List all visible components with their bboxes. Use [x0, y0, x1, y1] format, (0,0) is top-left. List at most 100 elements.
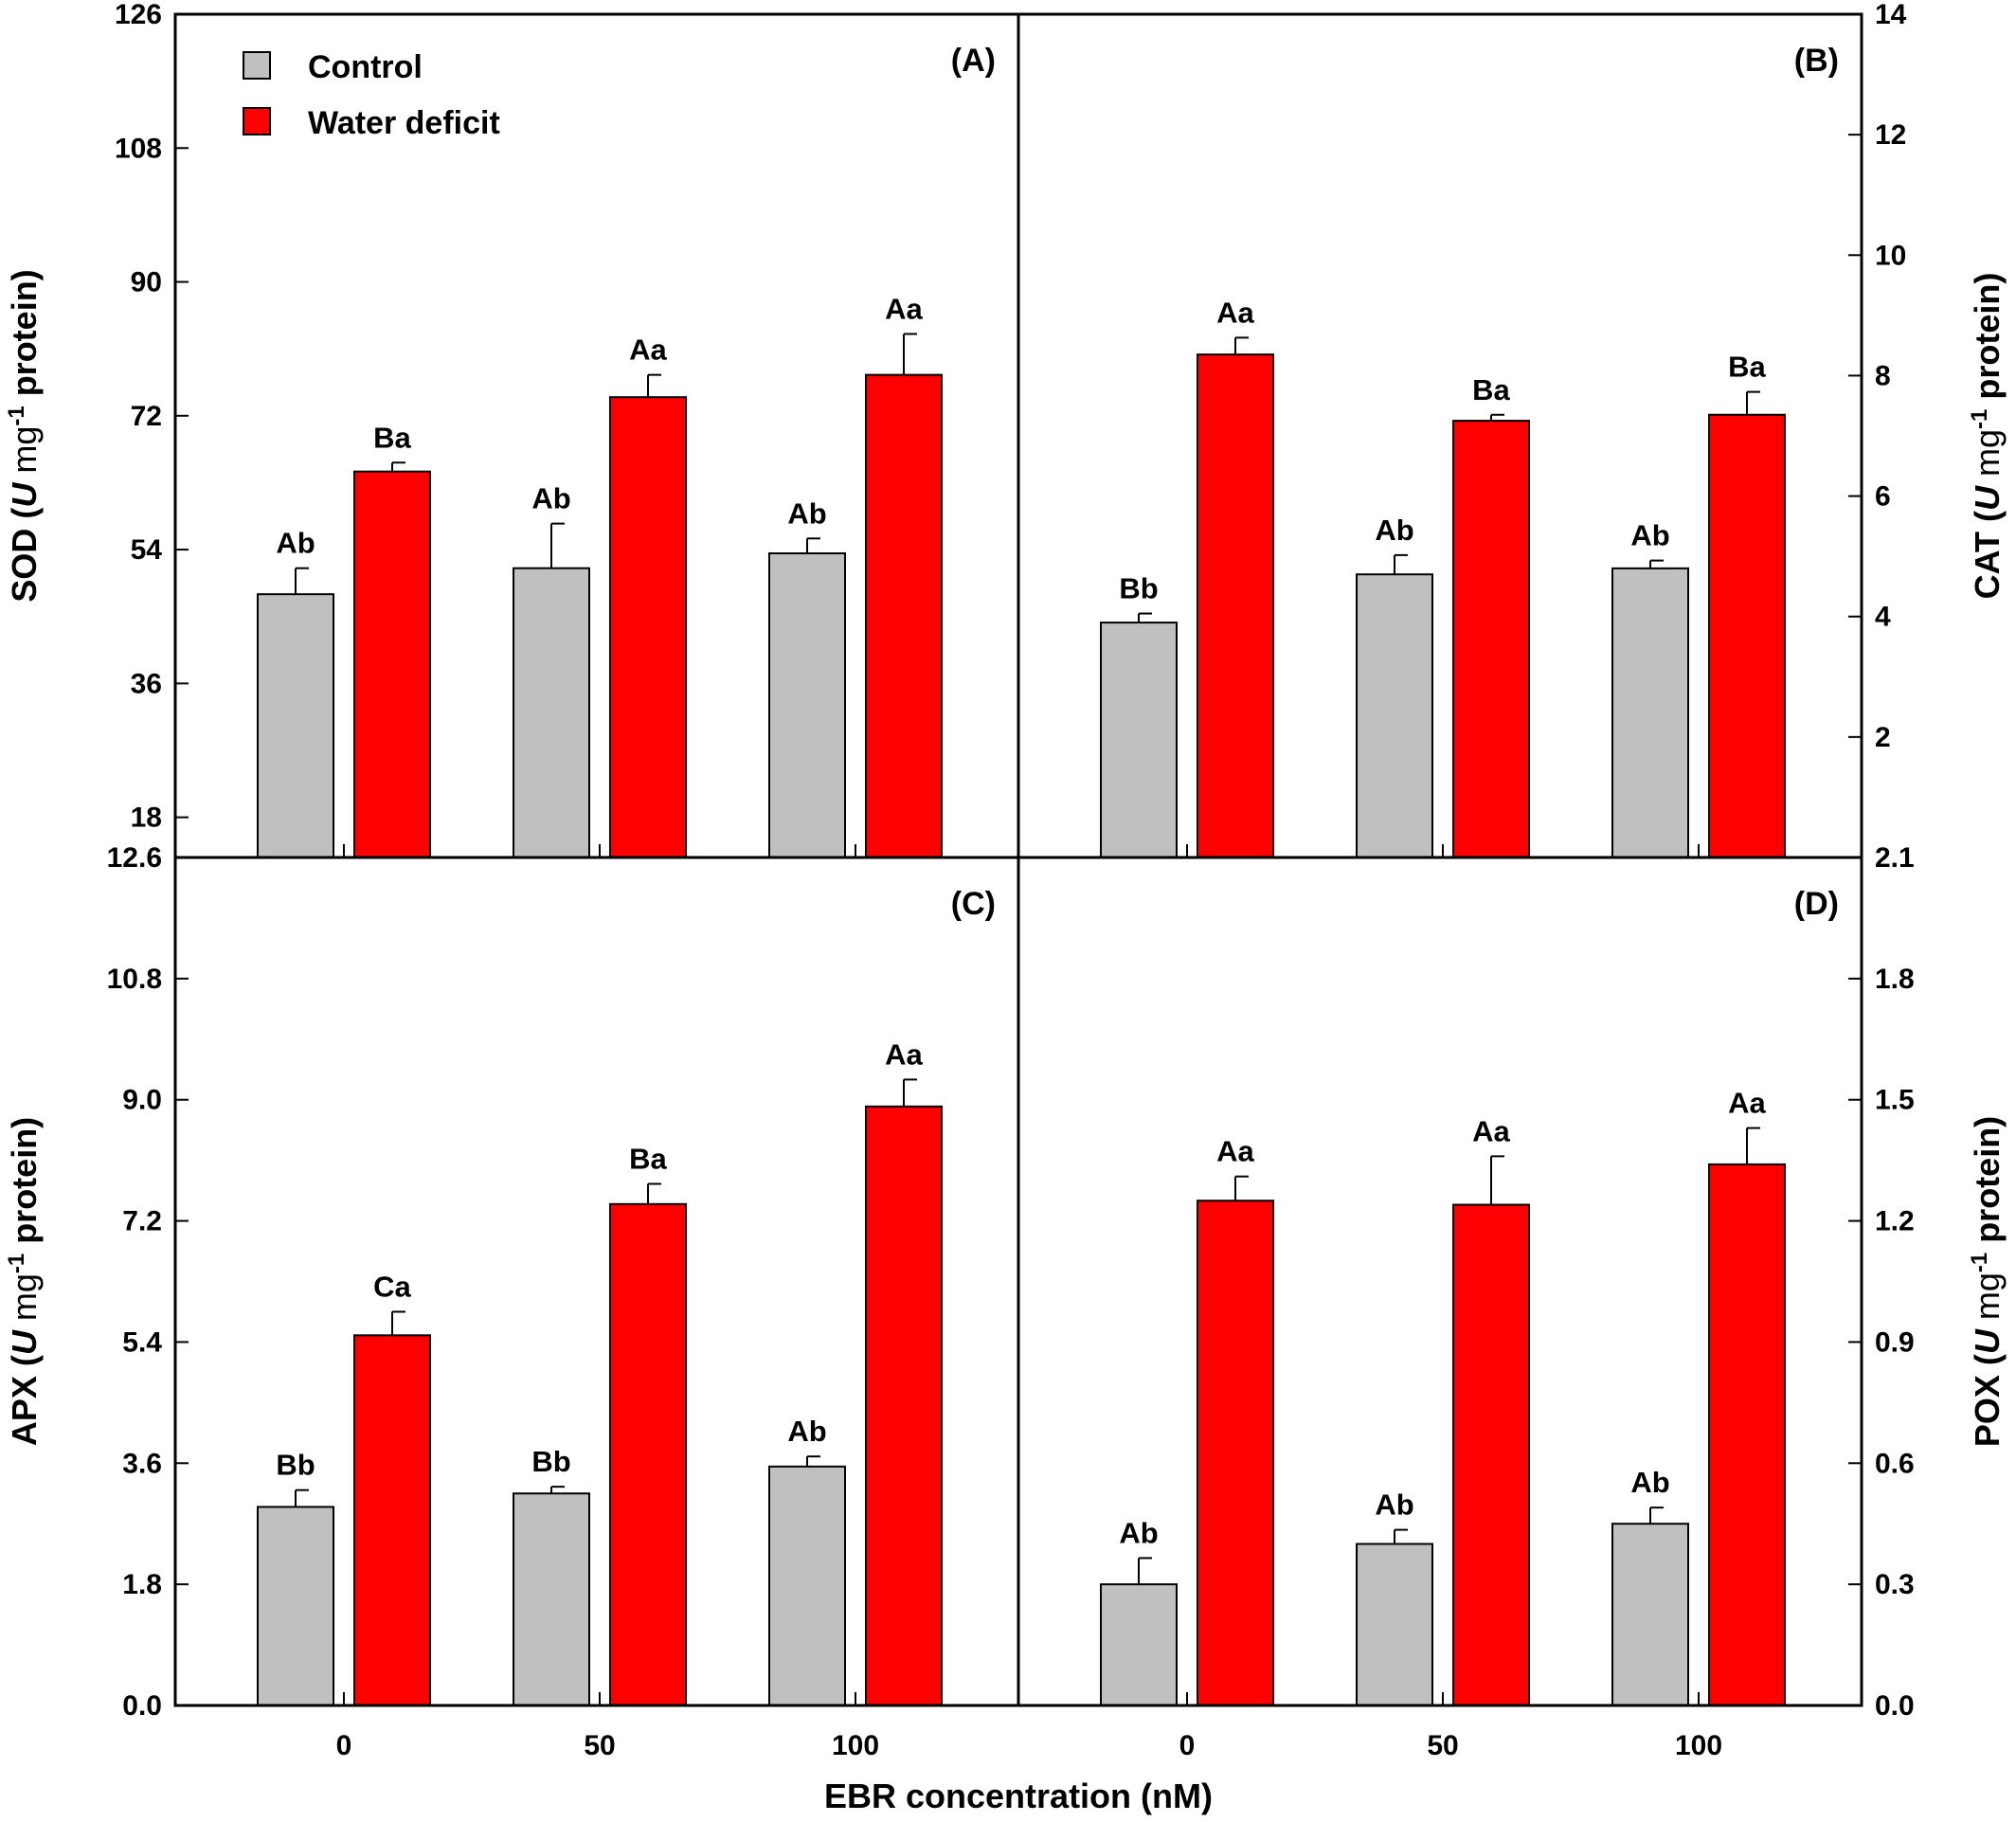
bar-a-water-deficit-1 [609, 396, 687, 858]
panel-label-a: (A) [951, 43, 996, 79]
bar-data-label: Ab [1630, 519, 1669, 552]
bar-data-label: Ab [787, 1415, 826, 1448]
bar-data-label: Ba [1728, 351, 1766, 384]
y-tick-label: 0.0 [1875, 1690, 1915, 1722]
panel-label-b: (B) [1794, 43, 1839, 79]
legend: Control Water deficit [243, 49, 500, 141]
bar-data-label: Aa [885, 292, 923, 325]
bar-data-label: Aa [1216, 296, 1254, 329]
bar-a-control-0 [257, 593, 334, 858]
y-tick-label: 1.5 [1875, 1085, 1915, 1116]
bar-data-label: Ab [276, 527, 315, 560]
bar-b-water-deficit-2 [1708, 413, 1786, 858]
bar-data-label: Ab [531, 482, 570, 515]
x-tick-label: 100 [1675, 1730, 1722, 1761]
bar-a-control-2 [768, 552, 846, 858]
y-tick-label: 108 [115, 133, 162, 164]
y-tick-label: 0.3 [1875, 1569, 1915, 1600]
bar-data-label: Ab [1375, 1488, 1413, 1522]
y-tick-label: 126 [115, 0, 162, 30]
y-tick-label: 54 [131, 534, 163, 566]
bar-data-label: Aa [885, 1037, 923, 1071]
panel-label-d: (D) [1794, 886, 1839, 922]
bar-c-control-2 [768, 1465, 846, 1706]
bar-c-control-0 [257, 1506, 334, 1706]
bar-c-water-deficit-0 [353, 1334, 431, 1707]
bar-d-water-deficit-1 [1452, 1203, 1530, 1706]
bar-data-label: Ab [1119, 1516, 1158, 1549]
bar-d-control-0 [1100, 1583, 1178, 1706]
bar-b-water-deficit-1 [1452, 420, 1530, 858]
bar-data-label: Ab [1630, 1466, 1669, 1499]
y-tick-label: 72 [131, 401, 162, 432]
legend-label-water-deficit: Water deficit [308, 105, 500, 141]
y-tick-label: 0.9 [1875, 1326, 1915, 1358]
y-tick-label: 3.6 [122, 1448, 162, 1479]
bar-c-water-deficit-1 [609, 1202, 687, 1706]
bar-data-label: Aa [1728, 1087, 1766, 1120]
bar-a-water-deficit-2 [865, 373, 943, 858]
bar-b-control-1 [1356, 573, 1433, 858]
legend-swatch-water-deficit [243, 107, 271, 135]
bar-d-water-deficit-2 [1708, 1163, 1786, 1706]
y-tick-label: 1.8 [122, 1569, 162, 1600]
x-tick-label: 50 [1427, 1730, 1458, 1761]
y-tick-label: 2 [1875, 722, 1891, 753]
x-tick-label: 50 [584, 1730, 615, 1761]
x-tick-label: 100 [832, 1730, 879, 1761]
y-tick-label: 90 [131, 267, 162, 298]
bar-data-label: Aa [1472, 1114, 1510, 1147]
bar-d-control-2 [1611, 1523, 1689, 1706]
bar-data-label: Aa [629, 334, 667, 367]
y-axis-title-c: APX (U mg-1 protein) [4, 1117, 45, 1446]
bar-c-water-deficit-2 [865, 1105, 943, 1707]
bar-data-label: Ab [1375, 514, 1413, 547]
y-tick-label: 6 [1875, 481, 1891, 513]
y-tick-label: 8 [1875, 360, 1891, 391]
bar-b-water-deficit-0 [1197, 353, 1274, 858]
bar-a-water-deficit-0 [353, 470, 431, 858]
y-tick-label: 4 [1875, 602, 1891, 633]
bar-data-label: Ca [373, 1270, 411, 1303]
bar-a-control-1 [513, 567, 590, 859]
bar-data-label: Ba [373, 421, 411, 454]
panel-label-c: (C) [951, 886, 996, 922]
panel-2: Bb Bb Ab Ca Ba Aa 0.0 1.8 3.6 5.4 7.2 9.0 10.8 0 50 100… [4, 886, 997, 1761]
y-tick-label: 1.2 [1875, 1206, 1915, 1237]
legend-swatch-control [243, 51, 271, 80]
bar-b-control-0 [1100, 622, 1178, 858]
bar-b-control-2 [1611, 567, 1689, 858]
legend-label-control: Control [308, 49, 423, 85]
y-tick-label: 1.8 [1875, 964, 1915, 995]
bar-d-control-1 [1356, 1542, 1433, 1706]
x-tick-label: 0 [1179, 1730, 1196, 1761]
y-axis-title-d: POX (U mg-1 protein) [1967, 1116, 2007, 1447]
y-axis-title-a: SOD (U mg-1 protein) [4, 269, 45, 602]
bar-data-label: Ba [629, 1143, 667, 1176]
x-tick-label: 0 [336, 1730, 352, 1761]
y-tick-label: 2.1 [1875, 842, 1915, 874]
bar-data-label: Bb [1119, 572, 1158, 605]
bar-data-label: Ab [787, 496, 826, 530]
y-tick-label: 36 [131, 668, 162, 699]
y-tick-label: 12 [1875, 119, 1906, 151]
y-tick-label: 14 [1875, 0, 1907, 30]
panel-3: Ab Ab Ab Aa Aa Aa 0.0 0.3 0.6 0.9 1.2 1.5 1.8 2.1 0 50 1… [1100, 842, 2007, 1761]
bar-data-label: Aa [1216, 1135, 1254, 1168]
y-tick-label: 7.2 [122, 1206, 162, 1237]
y-tick-label: 0.0 [122, 1690, 162, 1722]
y-tick-label: 5.4 [122, 1326, 162, 1358]
y-axis-title-b: CAT (U mg-1 protein) [1967, 273, 2007, 600]
y-tick-label: 10 [1875, 240, 1906, 271]
y-tick-label: 0.6 [1875, 1448, 1915, 1479]
bar-d-water-deficit-0 [1197, 1200, 1274, 1707]
y-tick-label: 18 [131, 803, 162, 834]
y-tick-label: 9.0 [122, 1085, 162, 1116]
y-tick-label: 10.8 [107, 964, 162, 995]
bar-data-label: Bb [531, 1445, 570, 1478]
bar-c-control-1 [513, 1492, 590, 1706]
y-tick-label: 12.6 [107, 842, 162, 874]
bar-data-label: Ba [1472, 373, 1510, 406]
x-axis-title: EBR concentration (nM) [824, 1777, 1213, 1815]
